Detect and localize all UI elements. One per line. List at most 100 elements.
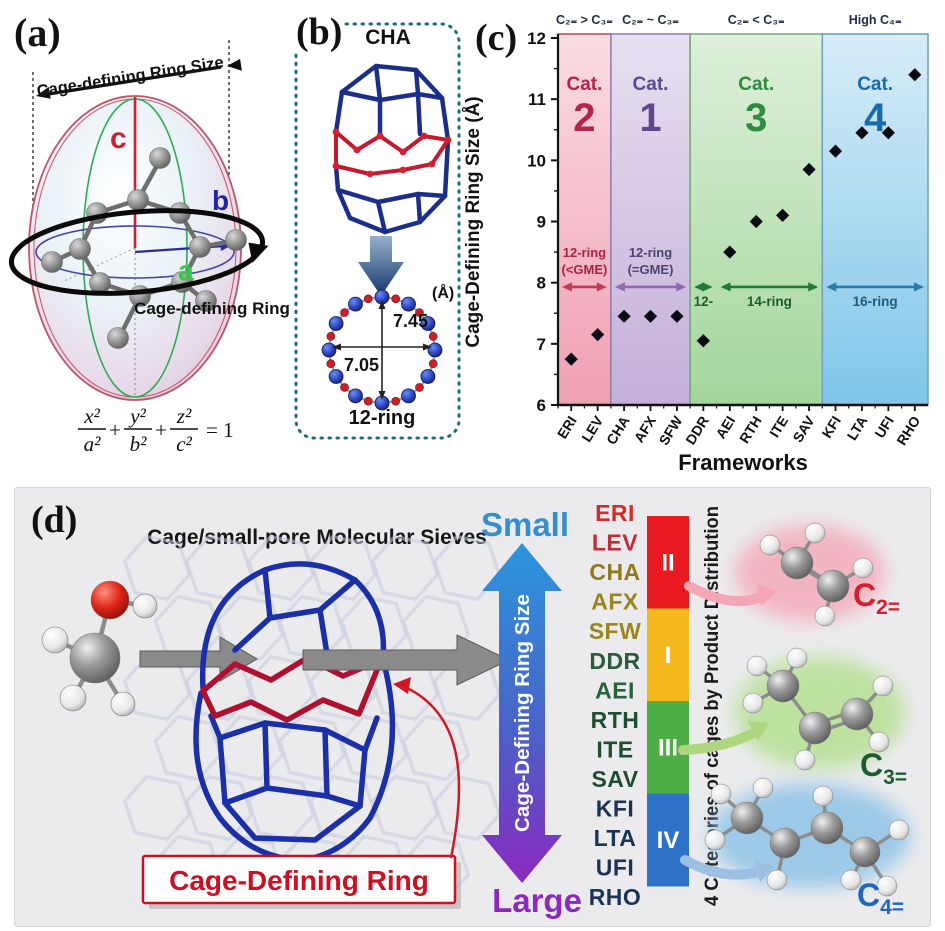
ring-atom-red (391, 396, 401, 406)
data-point-sav (802, 162, 816, 177)
arrowhead (694, 282, 705, 292)
c4-arrow (680, 855, 766, 880)
ring-size-caption: Cage-defining Ring Size (36, 53, 225, 100)
ring-atom-red (428, 359, 438, 369)
arrowhead (826, 282, 837, 292)
framework-item-rho: RHO (589, 884, 642, 910)
ring-callout: Cage-Defining Ring (141, 677, 461, 909)
small-label: Small (481, 506, 569, 543)
y-tick-label: 9 (537, 213, 546, 232)
lattice-background (122, 534, 502, 902)
y-tick-label: 12 (527, 29, 546, 48)
data-point-ite (776, 208, 790, 222)
ring-atom-red (415, 308, 424, 317)
y-axis-title: Cage-Defining Ring Size (Å) (463, 96, 484, 347)
ring-size-axis-arrow: Cage-Defining Ring Size (482, 543, 562, 883)
lattice-hexagon (122, 774, 192, 842)
axis-a-label: a (178, 255, 194, 286)
framework-item-ite: ITE (596, 736, 633, 762)
ring-span-label: (<GME) (561, 262, 607, 277)
svg-text:= 1: = 1 (206, 418, 234, 442)
lattice-hexagon (401, 714, 471, 782)
product-molecules: C2= C3= C4= (678, 522, 910, 919)
large-label: Large (492, 882, 582, 919)
lattice-hexagon (432, 534, 502, 602)
panel-c-chart: (c) C₂₌ > C₃₌Cat.2C₂₌ ~ C₃₌Cat.1C₂₌ < C₃… (463, 13, 929, 475)
category-word: Cat. (633, 74, 669, 95)
x-tick-label: CHA (603, 413, 633, 447)
ring-atom-red (363, 396, 373, 406)
oxygen-ring-atom-blue (321, 342, 337, 358)
rotated-caption: 4 Categories of cages by Product Distrib… (702, 506, 723, 906)
ring-caption: Cage-defining Ring (134, 299, 290, 318)
product-label-c2: C2= (853, 577, 900, 619)
horizontal-size-label: 7.05 (344, 355, 379, 375)
x-tick-label: RHO (893, 413, 923, 448)
framework-item-sav: SAV (591, 766, 638, 792)
ring-atom-red (415, 383, 424, 392)
ring-span-label: 16-ring (853, 294, 898, 309)
category-number: 4 (864, 96, 887, 140)
svg-text:x²: x² (83, 404, 100, 428)
ring-box-label: Cage-Defining Ring (169, 865, 429, 896)
butylene-molecule (704, 777, 910, 897)
category-word: Cat. (857, 74, 893, 95)
svg-text:a²: a² (84, 432, 102, 456)
framework-item-lta: LTA (594, 825, 637, 851)
propylene-molecule (742, 647, 894, 771)
arrowhead (562, 282, 572, 292)
panel-b: (b) CHA (290, 6, 461, 440)
x-tick-label: UFI (871, 413, 897, 441)
cage-defining-ring (8, 208, 269, 296)
oxygen-ring-atom-blue (348, 296, 363, 312)
oxygen-ring-atom-blue (401, 388, 416, 404)
ring-atom-red (340, 308, 349, 317)
oxygen-ring-atom-blue (401, 296, 416, 312)
panel-a: (a) Cage-defining Ring Size (8, 10, 290, 456)
selectivity-annotation: C₂₌ > C₃₌ (556, 13, 613, 27)
data-point-eri (564, 352, 578, 366)
vertical-size-label: 7.45 (393, 311, 428, 331)
lattice-hexagon (246, 534, 316, 602)
y-tick-label: 10 (527, 151, 546, 170)
lattice-hexagon (370, 534, 440, 602)
y-tick-label: 6 (537, 396, 546, 415)
category-number: 1 (639, 96, 661, 140)
lattice-hexagon (308, 534, 378, 602)
x-tick-label: SAV (789, 413, 818, 446)
lattice-hexagon (153, 714, 223, 782)
y-tick-label: 8 (537, 274, 546, 293)
panel-d-canvas: (d) Cage/small-pore Molecular Sieves (31, 499, 910, 919)
framework-list: ERI LEV CHA AFX SFW DDR AEI RTH ITE SAV KFI LTA UFI R… (589, 500, 642, 910)
ring-size-arrow (36, 58, 242, 99)
lattice-hexagon (432, 774, 502, 842)
bar-segment-ii (647, 516, 689, 609)
ring-atom-red (363, 294, 373, 304)
axis-c-label: c (110, 122, 127, 155)
x-tick-label: SFW (655, 412, 685, 448)
lattice-hexagon (246, 774, 316, 842)
x-tick-label: RTH (736, 413, 765, 446)
data-point-kfi (828, 144, 843, 158)
oxygen-ring-atom-blue (328, 369, 344, 384)
bar-numeral: III (658, 734, 678, 761)
arrowhead (596, 282, 607, 292)
cha-cage (332, 63, 452, 235)
ellipsoid-equation: x² a² + y² b² + z² c² = 1 (78, 404, 234, 456)
ethylene-molecule (759, 522, 874, 627)
x-tick-label: ERI (554, 413, 580, 441)
chart-dynamic-layer: C₂₌ > C₃₌Cat.2C₂₌ ~ C₃₌Cat.1C₂₌ < C₃₌Cat… (527, 13, 929, 448)
x-tick-label: LEV (578, 413, 606, 445)
selectivity-annotation: C₂₌ < C₃₌ (728, 13, 785, 27)
down-arrow (358, 236, 404, 296)
bar-numeral: II (661, 549, 674, 576)
x-tick-label: DDR (682, 413, 712, 447)
ring-span-label: 12- (694, 294, 714, 309)
arrowhead (808, 282, 819, 292)
oxygen-ring-atom-blue (420, 369, 436, 384)
cage-name: CHA (365, 26, 411, 49)
arrowhead (702, 282, 713, 292)
twelve-ring-caption: 12-ring (349, 407, 416, 429)
ring-span-label: (=GME) (628, 262, 674, 277)
